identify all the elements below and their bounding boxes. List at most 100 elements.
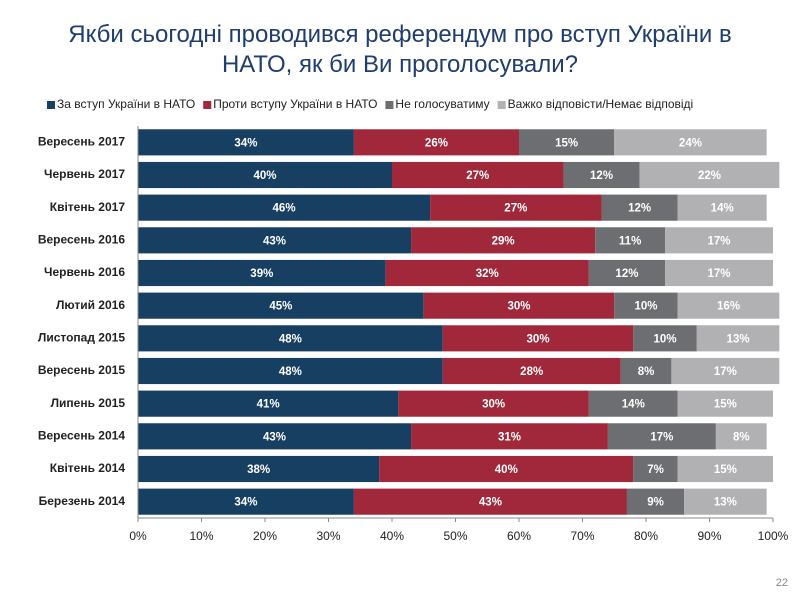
value-label: 43% [263, 235, 286, 247]
bar-segment [595, 227, 666, 254]
value-label: 17% [708, 268, 731, 280]
y-tick-label: Червень 2017 [44, 167, 125, 181]
bar-segment [696, 325, 780, 352]
value-label: 7% [647, 464, 664, 476]
bar-segment [138, 390, 399, 417]
legend-label: Не голосуватиму [395, 97, 489, 111]
value-label: 30% [507, 301, 530, 313]
bar-segment [138, 455, 380, 483]
bar-segment [138, 292, 424, 319]
bar-segment [138, 194, 431, 221]
bar-segment [633, 455, 678, 483]
legend-swatch [385, 101, 394, 109]
value-label: 8% [638, 366, 655, 378]
value-label: 14% [622, 399, 645, 411]
value-label: 17% [650, 431, 673, 443]
bar-segment [138, 259, 386, 287]
bar-segment [430, 194, 602, 221]
y-tick-label: Лютий 2016 [56, 298, 125, 312]
value-label: 26% [425, 137, 448, 149]
value-label: 14% [711, 203, 734, 215]
bar-segment [385, 259, 589, 287]
value-label: 17% [714, 366, 737, 378]
x-tick-label: 10% [189, 529, 213, 543]
page-number: 22 [776, 577, 788, 589]
x-tick-label: 50% [443, 529, 467, 543]
bar-segment [614, 129, 767, 156]
value-label: 24% [679, 137, 702, 149]
bar-segment [138, 161, 392, 189]
legend-swatch [47, 101, 55, 109]
value-label: 16% [717, 301, 740, 313]
x-tick-label: 0% [129, 529, 147, 543]
bar-segment [677, 194, 767, 221]
bar-segment [639, 161, 780, 189]
y-tick-label: Квітень 2017 [50, 200, 126, 214]
bar-segment [138, 357, 443, 385]
bar-segment [138, 129, 354, 156]
y-tick-label: Червень 2016 [44, 265, 125, 279]
value-label: 39% [250, 268, 273, 280]
value-label: 31% [498, 431, 521, 443]
value-label: 48% [279, 366, 302, 378]
bar-segment [353, 129, 519, 156]
bar-segment [423, 292, 615, 319]
bar-segment [138, 488, 354, 515]
value-label: 11% [619, 235, 641, 247]
y-tick-label: Вересень 2016 [38, 233, 126, 247]
bar-segment [677, 292, 780, 319]
bar-segment [411, 227, 596, 254]
value-label: 40% [495, 464, 518, 476]
value-label: 27% [504, 203, 527, 215]
legend-label: За вступ України в НАТО [57, 97, 195, 111]
bar-segment [138, 325, 443, 352]
legend-label: Проти вступу України в НАТО [213, 97, 377, 111]
bar-segment [411, 423, 608, 450]
y-tick-label: Вересень 2014 [38, 429, 126, 443]
bar-segment [633, 325, 697, 352]
value-label: 32% [476, 268, 499, 280]
value-label: 27% [466, 170, 489, 182]
bar-segment [614, 292, 678, 319]
bar-segment [138, 423, 412, 450]
value-label: 34% [234, 497, 257, 509]
value-label: 30% [482, 399, 505, 411]
value-label: 30% [527, 333, 550, 345]
value-label: 17% [708, 235, 731, 247]
x-tick-label: 30% [316, 529, 340, 543]
bar-segment [601, 194, 678, 221]
bar-segment [665, 227, 773, 254]
bar-segment [398, 390, 589, 417]
bar-segment [588, 259, 666, 287]
y-tick-label: Вересень 2015 [38, 363, 126, 377]
value-label: 29% [492, 235, 515, 247]
value-label: 45% [269, 301, 292, 313]
value-label: 15% [555, 137, 578, 149]
value-label: 46% [273, 203, 296, 215]
bar-segment [588, 390, 678, 417]
value-label: 41% [257, 399, 280, 411]
value-label: 13% [727, 333, 750, 345]
value-label: 48% [279, 333, 302, 345]
x-tick-label: 70% [570, 529, 594, 543]
legend-swatch [203, 101, 212, 109]
legend-swatch [497, 101, 506, 109]
y-tick-label: Березень 2014 [39, 494, 126, 508]
x-tick-label: 60% [507, 529, 531, 543]
bar-segment [563, 161, 640, 189]
value-label: 43% [479, 497, 502, 509]
bar-segment [138, 227, 412, 254]
y-tick-label: Квітень 2014 [50, 461, 126, 475]
bar-segment [677, 390, 773, 417]
bar-segment [684, 488, 767, 515]
value-label: 15% [714, 399, 737, 411]
x-tick-label: 40% [380, 529, 404, 543]
value-label: 22% [698, 170, 721, 182]
bar-segment [665, 259, 773, 287]
value-label: 12% [615, 268, 638, 280]
x-tick-label: 90% [697, 529, 721, 543]
bar-segment [442, 357, 621, 385]
bar-segment [353, 488, 627, 515]
